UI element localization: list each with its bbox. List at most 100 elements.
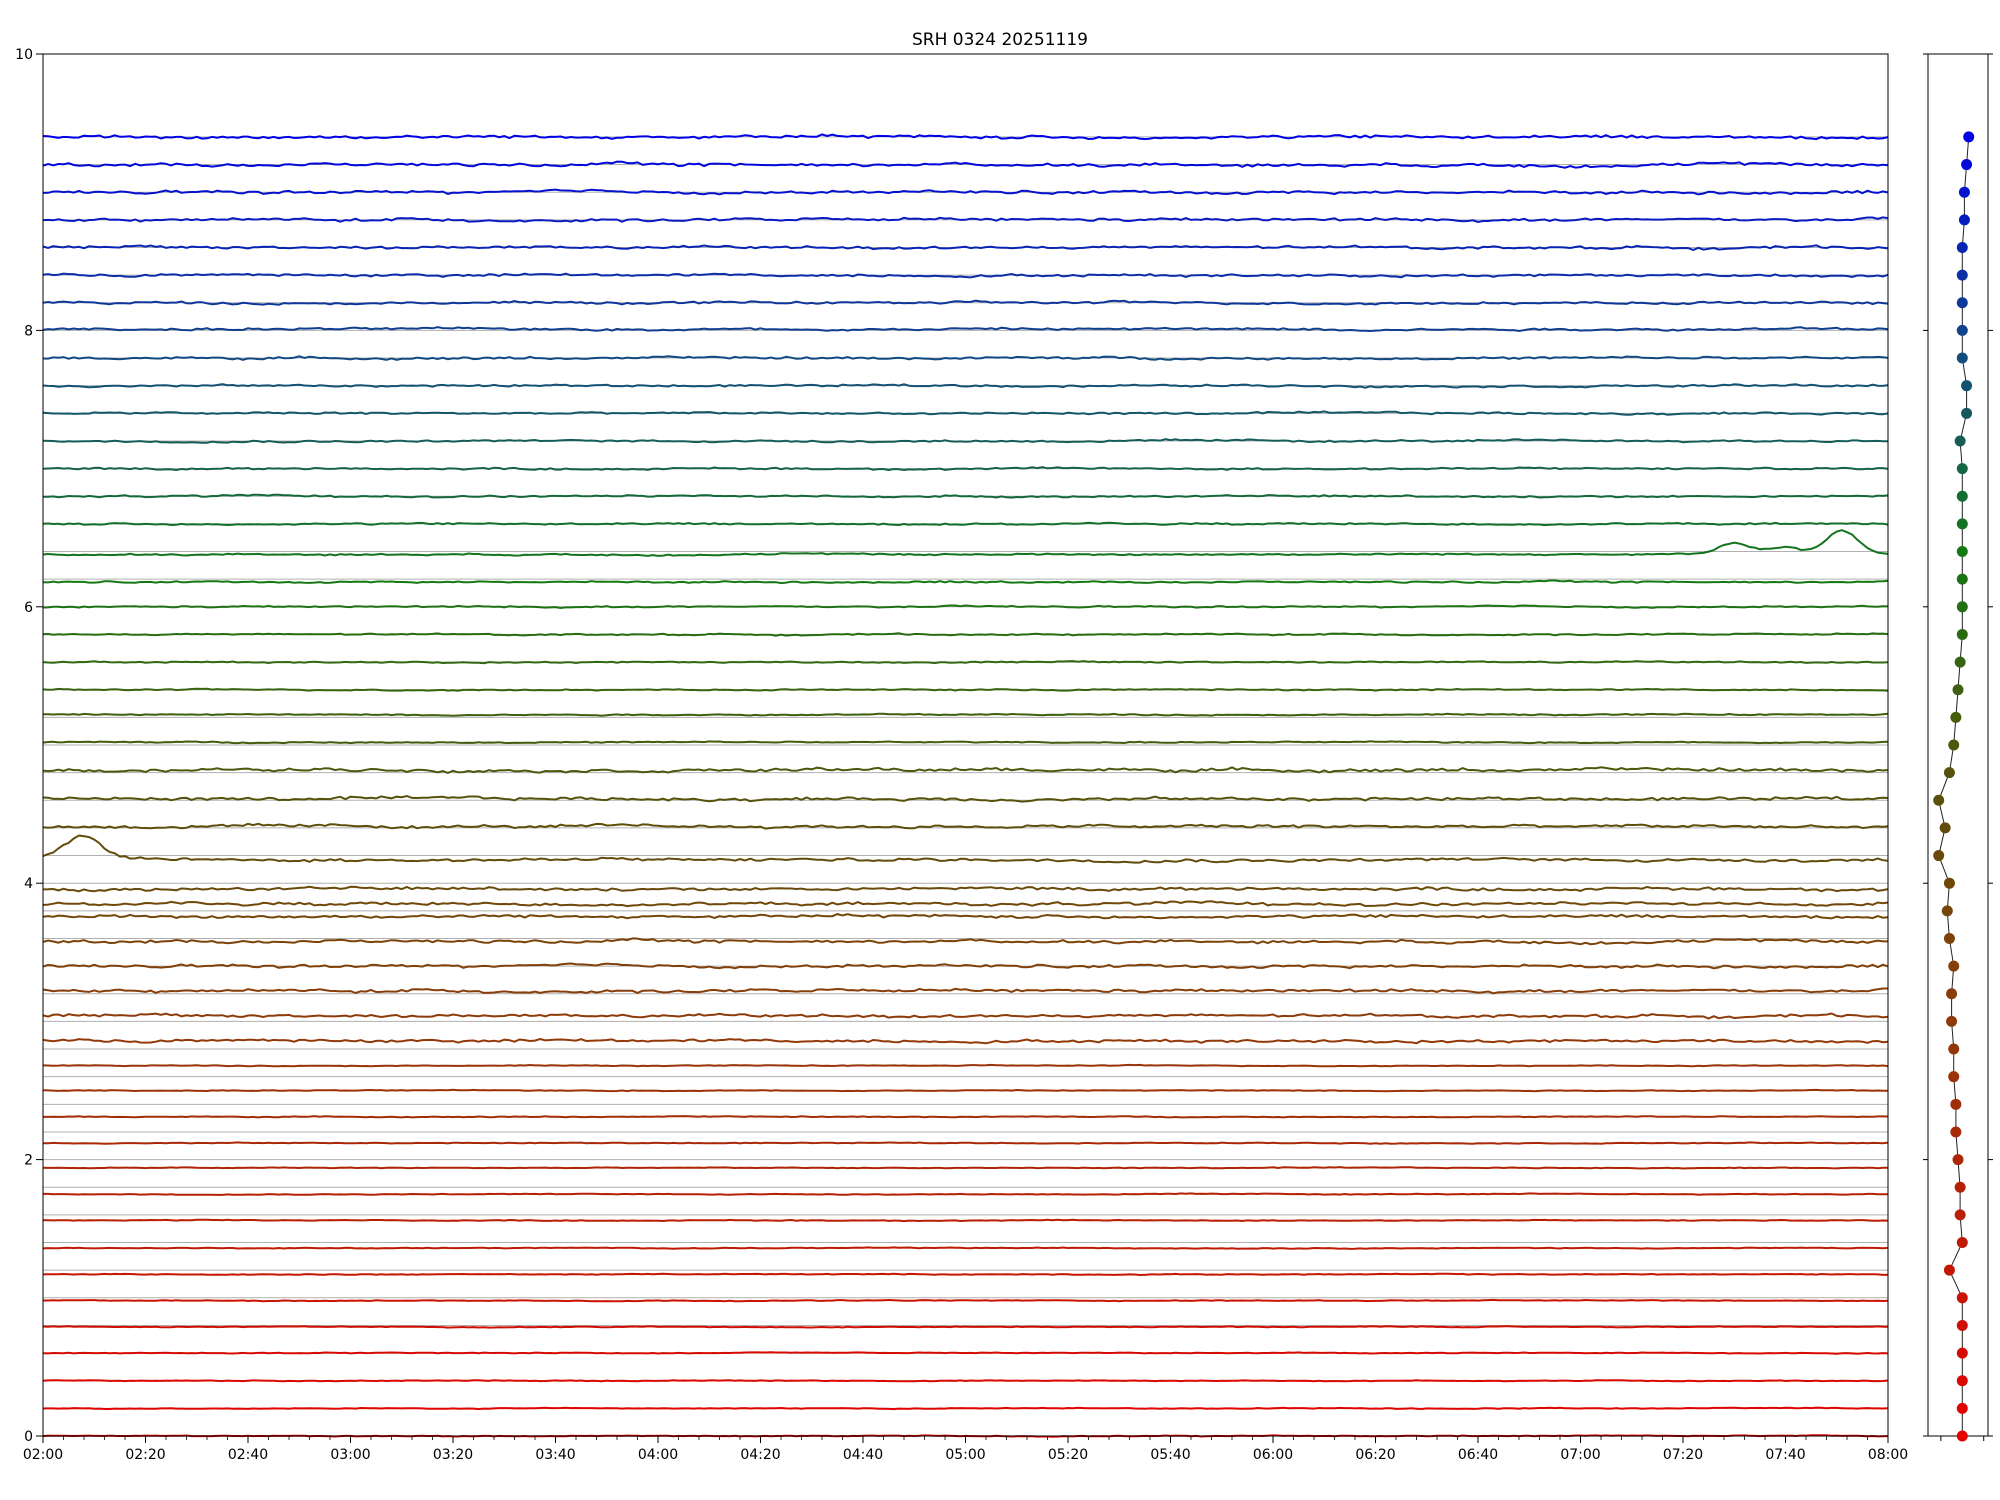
side-point [1956,1375,1968,1387]
side-point [1956,269,1968,281]
x-tick-label: 03:40 [535,1447,575,1463]
x-tick-label: 06:40 [1458,1447,1498,1463]
trace-line [42,962,1889,970]
side-point [1956,628,1968,640]
trace-line [42,1037,1889,1045]
main-plot-area: 02:00 02:20 02:40 03:00 03:20 03:40 04:00 04:20… [15,47,1908,1463]
x-tick-label: 07:00 [1560,1447,1600,1463]
side-point [1943,1264,1955,1276]
trace-line [42,794,1889,803]
trace-line [42,834,1889,864]
trace-line [42,1012,1889,1020]
side-plot-area [1923,53,1993,1442]
x-tick-label: 04:00 [638,1447,678,1463]
side-point [1961,407,1973,419]
side-point [1954,1209,1966,1221]
x-tick-label: 05:40 [1150,1447,1190,1463]
side-point [1956,297,1968,309]
trace-line [42,1379,1889,1383]
trace-line [43,712,1889,717]
x-tick-label: 02:00 [23,1447,63,1463]
trace-line [42,885,1889,893]
x-tick-label: 06:00 [1253,1447,1293,1463]
traces [42,133,1889,1438]
y-tick-label: 10 [15,47,33,63]
side-point [1946,988,1958,1000]
side-point [1956,241,1968,253]
side-point [1943,877,1955,889]
side-point [1950,711,1962,723]
side-point [1956,1347,1968,1359]
x-tick-label: 07:40 [1765,1447,1805,1463]
trace-line [42,1325,1889,1329]
y-tick-label: 0 [24,1429,33,1445]
trace-line [42,660,1889,665]
side-point [1961,380,1973,392]
x-tick-label: 03:20 [433,1447,473,1463]
x-tick-label: 04:40 [843,1447,883,1463]
trace-line [42,188,1889,196]
y-axis: 0 2 4 6 8 10 [15,47,43,1445]
side-point [1941,905,1953,917]
y-tick-label: 8 [24,323,33,339]
x-tick-label: 08:00 [1868,1447,1908,1463]
side-point [1963,131,1975,143]
trace-line [42,521,1889,527]
side-point [1950,1098,1962,1110]
trace-line [42,326,1889,333]
side-point [1952,684,1964,696]
x-tick-label: 02:20 [125,1447,165,1463]
side-point [1956,573,1968,585]
trace-line [43,1115,1889,1119]
x-tick-label: 06:20 [1355,1447,1395,1463]
side-point [1958,186,1970,198]
side-point [1956,1319,1968,1331]
side-point [1946,1015,1958,1027]
trace-line [42,1063,1889,1068]
trace-line [42,299,1889,306]
side-point [1956,1430,1968,1442]
side-point [1948,739,1960,751]
side-point [1939,822,1951,834]
trace-line [42,1351,1889,1355]
trace-line [42,604,1889,610]
trace-line [42,822,1889,830]
side-point [1956,463,1968,475]
side-point [1950,1126,1962,1138]
trace-line [43,1218,1889,1223]
y-tick-label: 2 [24,1153,33,1169]
side-point [1956,324,1968,336]
x-tick-label: 05:00 [945,1447,985,1463]
trace-line [42,632,1889,637]
side-point [1948,960,1960,972]
trace-line [43,1298,1889,1303]
trace-line [42,766,1889,774]
side-point [1948,1043,1960,1055]
trace-line [42,1406,1889,1411]
trace-line [42,244,1889,251]
trace-line [42,529,1889,557]
trace-line [42,1272,1889,1277]
side-point [1933,850,1945,862]
x-tick-label: 02:40 [228,1447,268,1463]
chart-title: SRH 0324 20251119 [912,30,1088,50]
side-point [1954,656,1966,668]
x-axis: 02:00 02:20 02:40 03:00 03:20 03:40 04:00 04:20… [23,1436,1908,1463]
side-point [1961,159,1973,171]
trace-line [42,383,1889,389]
trace-line [42,1166,1888,1170]
side-point [1952,1154,1964,1166]
side-point [1933,794,1945,806]
side-point [1954,435,1966,447]
trace-line [42,740,1889,745]
side-point [1958,214,1970,226]
trace-line [42,493,1889,499]
x-tick-label: 04:20 [740,1447,780,1463]
side-point [1943,932,1955,944]
trace-line [42,216,1889,224]
x-tick-label: 05:20 [1048,1447,1088,1463]
side-point [1956,546,1968,558]
trace-line [42,1088,1888,1093]
side-point [1943,767,1955,779]
trace-line [42,913,1889,920]
